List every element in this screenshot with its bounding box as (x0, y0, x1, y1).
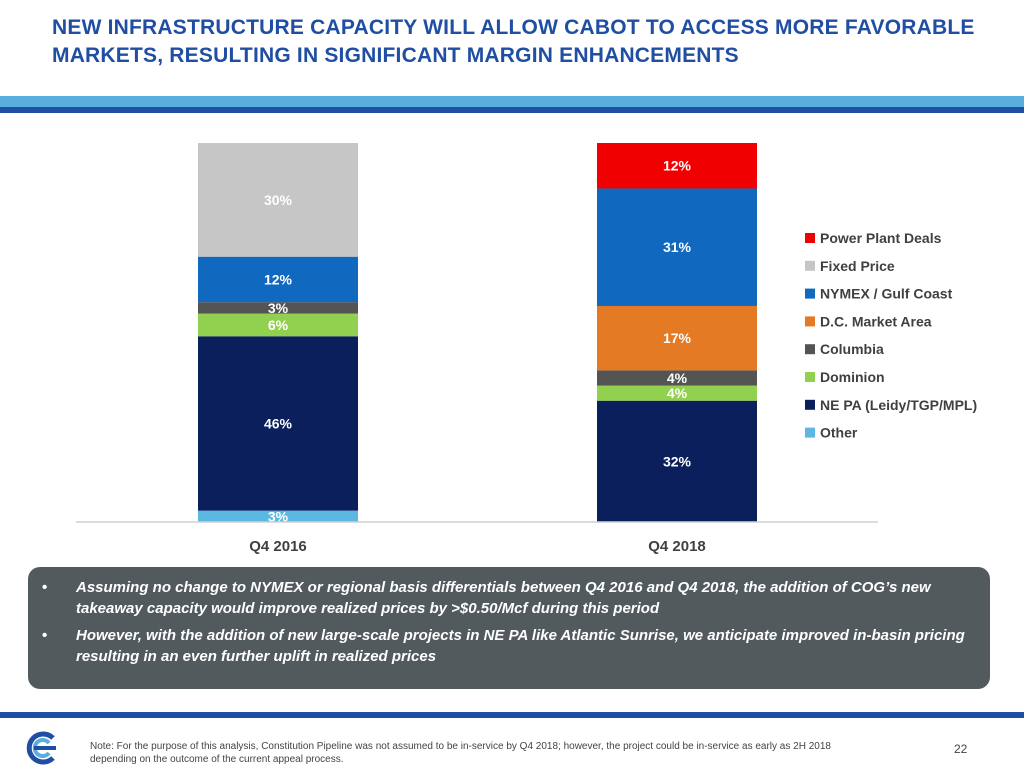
legend-swatch (805, 316, 815, 327)
bar-data-label: 3% (268, 508, 289, 524)
bar-data-label: 4% (667, 385, 688, 401)
bar-data-label: 30% (264, 192, 293, 208)
bar-segment (198, 302, 358, 314)
key-takeaways-box: • Assuming no change to NYMEX or regiona… (28, 567, 990, 689)
bar-data-label: 32% (663, 453, 692, 469)
header-band-dark (0, 107, 1024, 113)
bar-data-label: 12% (663, 158, 692, 174)
bullet-text: Assuming no change to NYMEX or regional … (76, 579, 931, 617)
bar-segment (597, 143, 757, 189)
legend-label: Power Plant Deals (820, 230, 942, 246)
bar-segment (198, 336, 358, 511)
bar-data-label: 4% (667, 370, 688, 386)
bar-data-label: 31% (663, 239, 692, 255)
x-tick-labels: Q4 2016 Q4 2018 (249, 538, 706, 555)
footer-band (0, 712, 1024, 718)
bar-segment (198, 256, 358, 303)
page-number: 22 (954, 742, 968, 756)
bar-segment (198, 143, 358, 257)
x-tick-label: Q4 2016 (249, 538, 307, 555)
slide-title: NEW INFRASTRUCTURE CAPACITY WILL ALLOW C… (52, 16, 975, 67)
bullet-text: However, with the addition of new large-… (76, 627, 965, 665)
legend-label: NE PA (Leidy/TGP/MPL) (820, 397, 977, 413)
chart-bar-labels: 3%46%6%3%12%30%32%4%4%17%31%12% (264, 158, 692, 525)
legend-swatch (805, 288, 815, 299)
bullet-item: • Assuming no change to NYMEX or regiona… (42, 577, 974, 619)
chart-legend: Power Plant Deals Fixed Price NYMEX / Gulf… (805, 230, 977, 441)
legend-swatch (805, 344, 815, 355)
legend-swatch (805, 260, 815, 271)
legend-label: Columbia (820, 341, 884, 357)
bar-segment (198, 510, 358, 522)
legend-label: Other (820, 425, 858, 441)
bullet-item: • However, with the addition of new larg… (42, 625, 974, 667)
footnote: Note: For the purpose of this analysis, … (90, 741, 831, 765)
legend-label: Fixed Price (820, 258, 895, 274)
bar-segment (597, 188, 757, 306)
bar-segment (597, 305, 757, 371)
bar-data-label: 6% (268, 317, 289, 333)
bullet-marker: • (42, 579, 48, 596)
bar-data-label: 17% (663, 330, 692, 346)
legend-label: D.C. Market Area (820, 313, 932, 329)
legend-swatch (805, 372, 815, 382)
legend-swatch (805, 399, 815, 410)
bar-segment (597, 385, 757, 401)
bar-segment (597, 400, 757, 522)
legend-swatch (805, 233, 815, 243)
bar-segment (198, 313, 358, 337)
stacked-bar-chart: 3%46%6%3%12%30%32%4%4%17%31%12% Q4 2016 Q… (76, 143, 977, 555)
bar-data-label: 12% (264, 271, 293, 287)
legend-label: Dominion (820, 369, 885, 385)
legend-swatch (805, 427, 815, 438)
bullet-marker: • (42, 627, 48, 644)
bar-data-label: 46% (264, 415, 293, 431)
bar-segment (597, 370, 757, 386)
chart-bars (198, 143, 757, 522)
bar-data-label: 3% (268, 300, 289, 316)
legend-label: NYMEX / Gulf Coast (820, 286, 953, 302)
header-band-light (0, 96, 1024, 107)
x-tick-label: Q4 2018 (648, 538, 706, 555)
company-logo-icon (26, 731, 56, 765)
